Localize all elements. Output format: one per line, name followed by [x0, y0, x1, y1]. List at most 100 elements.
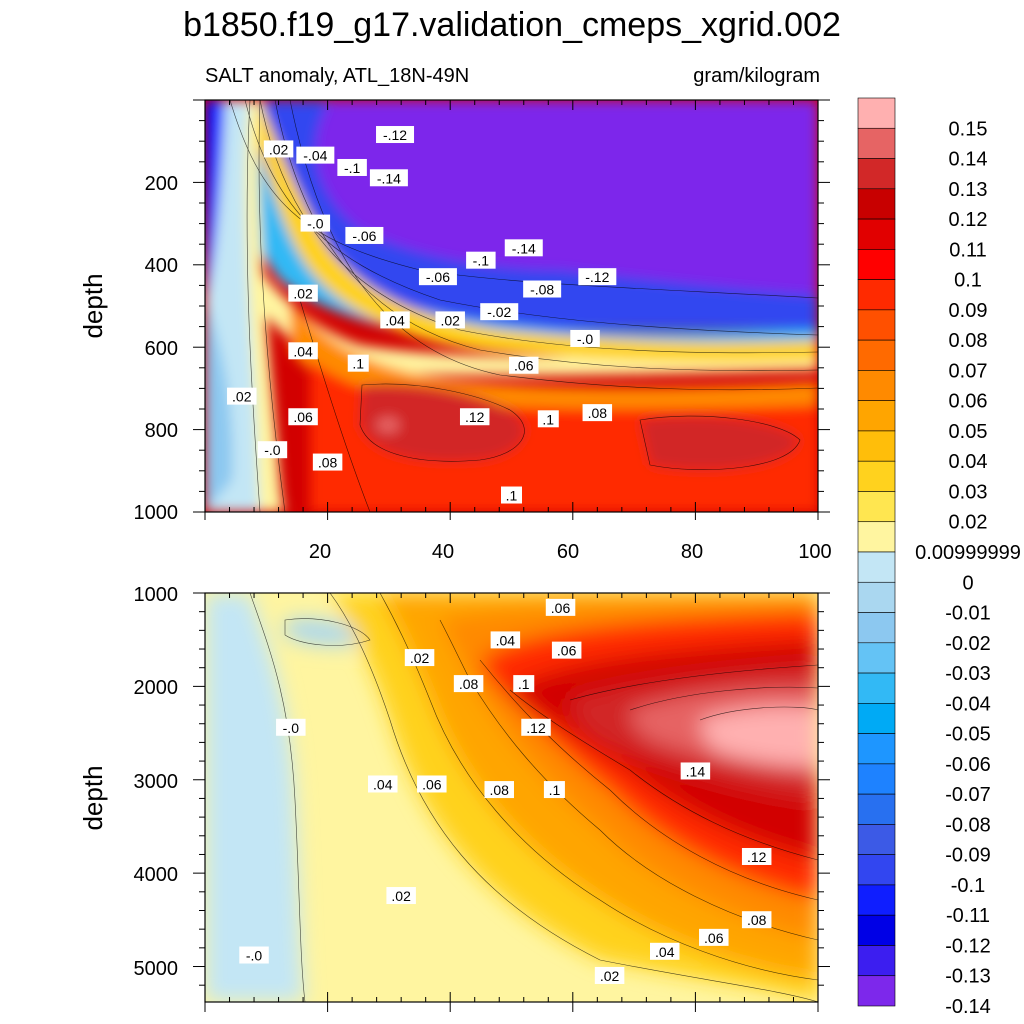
contour-label-text: -.12	[383, 127, 407, 143]
contour-label-text: -.0	[577, 331, 594, 347]
contour-label-box	[490, 631, 521, 649]
contour-label: .04	[368, 775, 398, 793]
contour-label-box	[504, 239, 543, 257]
contour-label: .1	[537, 410, 559, 428]
contour-label-text: .12	[526, 720, 546, 736]
contour-label: -.0	[257, 441, 288, 459]
contour-label-text: .06	[557, 643, 577, 659]
contour-label-box	[417, 775, 447, 793]
lower-panel: 1000 2000 3000 4000 5000 depth .06.04.06…	[78, 584, 830, 1012]
colorbar-label: 0.11	[949, 239, 986, 261]
lower-contour-labels: .06 .04 .06 .02 .08 .1 .12 -.0 .14 .04 .06 .08 .1 .12…	[239, 598, 772, 984]
contour-label-box	[545, 598, 576, 616]
colorbar-swatch	[857, 97, 896, 129]
contour-label-text: .1	[506, 488, 518, 504]
contour-label-box	[376, 126, 415, 144]
contour-label-box	[337, 158, 367, 176]
contour-label: .1	[513, 675, 535, 693]
contour-label-text: -.1	[344, 160, 361, 176]
colorbar: 0.15 0.14 0.13 0.12 0.11 0.1 0.09 0.08 0.07 0.06 0…	[857, 97, 1021, 1018]
contour-label-text: .06	[514, 358, 534, 374]
colorbar-swatch	[857, 612, 896, 644]
colorbar-swatch	[857, 703, 896, 734]
contour-label: .02	[386, 887, 416, 905]
contour-label-box	[288, 408, 318, 426]
contour-label-text: .1	[549, 782, 561, 798]
colorbar-label: -0.08	[945, 814, 991, 836]
contour-label-text: -.08	[530, 282, 554, 298]
lower-y-tick-label: 5000	[134, 958, 179, 980]
subtitle-right: gram/kilogram	[693, 65, 820, 87]
colorbar-swatch	[857, 218, 896, 250]
contour-label-box	[459, 408, 490, 426]
contour-label: -.04	[296, 146, 335, 164]
lower-y-tick-label: 4000	[134, 864, 179, 886]
contour-label-text: -.0	[246, 948, 263, 964]
contour-label-box	[484, 781, 514, 799]
lower-y-tick-label: 3000	[134, 771, 179, 793]
upper-y-tick-label: 800	[145, 420, 178, 442]
colorbar-label: 0.00999999	[915, 542, 1021, 564]
colorbar-label: -0.03	[945, 663, 991, 685]
contour-label-box	[521, 718, 551, 736]
upper-contour-fill	[205, 100, 818, 512]
contour-label-text: .04	[385, 312, 405, 328]
contour-label-box	[513, 675, 535, 693]
contour-label: .04	[650, 942, 680, 960]
contour-label: .14	[680, 762, 711, 780]
contour-label-box	[741, 847, 772, 865]
contour-label-text: .02	[269, 141, 289, 157]
colorbar-label: -0.07	[945, 784, 991, 806]
contour-label-text: .02	[232, 389, 252, 405]
contour-label: -.12	[578, 268, 617, 286]
contour-label: .08	[741, 911, 772, 929]
contour-label: .08	[484, 781, 514, 799]
contour-label-box	[296, 146, 335, 164]
contour-label-box	[551, 641, 582, 659]
colorbar-label: -0.14	[945, 996, 991, 1018]
contour-label-box	[680, 762, 711, 780]
contour-label-text: .02	[440, 312, 460, 328]
colorbar-label: 0.15	[949, 118, 988, 140]
contour-label-box	[257, 441, 288, 459]
colorbar-label: 0.02	[949, 512, 988, 534]
colorbar-label: -0.09	[945, 845, 991, 867]
contour-label: -.08	[523, 280, 562, 298]
contour-label: .06	[509, 356, 539, 374]
chart-title: b1850.f19_g17.validation_cmeps_xgrid.002	[183, 6, 841, 44]
colorbar-label: 0.05	[949, 421, 988, 443]
contour-label-box	[466, 251, 496, 269]
contour-label-text: -.0	[283, 720, 300, 736]
x-tick-label: 20	[309, 541, 331, 563]
colorbar-swatch	[857, 460, 896, 492]
contour-label: -.1	[337, 158, 367, 176]
colorbar-swatch	[857, 249, 896, 280]
colorbar-swatch	[857, 763, 896, 795]
contour-label-text: .08	[747, 912, 767, 928]
contour-label-text: .02	[293, 286, 313, 302]
contour-label: .08	[453, 675, 484, 693]
contour-label-text: -.02	[487, 304, 511, 320]
contour-label: -.0	[570, 329, 600, 347]
contour-label-box	[347, 354, 369, 372]
colorbar-swatch	[857, 521, 896, 553]
colorbar-swatch	[857, 581, 896, 613]
contour-label: -.14	[504, 239, 543, 257]
upper-axis-ticks	[193, 99, 830, 520]
subtitle-left: SALT anomaly, ATL_18N-49N	[205, 65, 469, 87]
upper-contour-labels: .02 -.04 -.12 -.1 -.14 -.0 -.06 -.14 -.1 -.06 -.12…	[227, 126, 617, 504]
lower-y-tick-label: 1000	[134, 584, 179, 606]
upper-y-tick-label: 600	[145, 338, 178, 360]
contour-label: .02	[404, 649, 435, 667]
contour-label-box	[276, 718, 306, 736]
colorbar-swatch	[857, 975, 896, 1007]
contour-label: -.14	[369, 169, 408, 187]
contour-label-box	[380, 311, 410, 329]
contour-label-box	[543, 781, 565, 799]
colorbar-label: 0.03	[949, 481, 988, 503]
colorbar-swatch	[857, 491, 896, 523]
colorbar-swatch	[857, 733, 896, 765]
colorbar-label: -0.12	[945, 935, 991, 957]
colorbar-swatch	[857, 339, 896, 371]
